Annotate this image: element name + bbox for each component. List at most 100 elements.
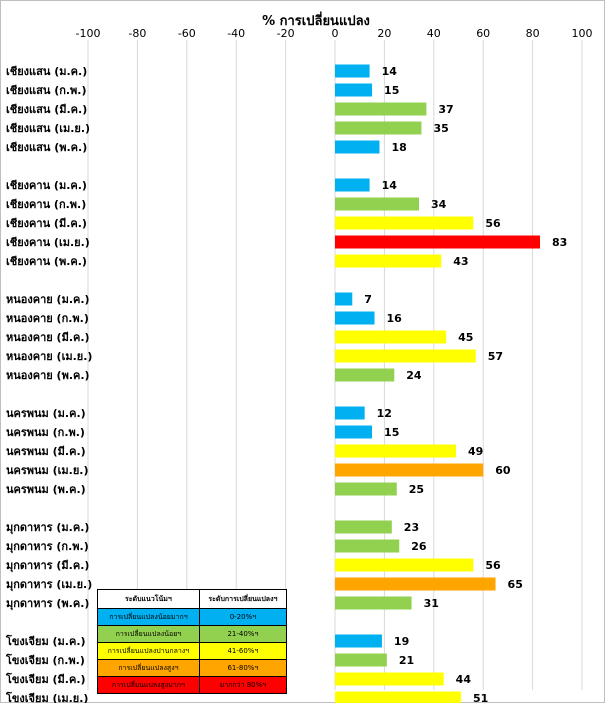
- bar: [335, 311, 375, 325]
- x-tick-label: 40: [427, 27, 441, 40]
- x-tick-label: -100: [76, 27, 101, 40]
- bar: [335, 64, 370, 78]
- bar: [335, 349, 476, 363]
- bar: [335, 520, 392, 534]
- data-label: 43: [453, 255, 468, 268]
- legend-row: การเปลี่ยนแปลงปานกลางฯ 41-60%ฯ: [97, 642, 288, 660]
- x-tick-label: 20: [377, 27, 391, 40]
- category-label: เชียงแสน (พ.ค.): [6, 141, 87, 154]
- category-label: หนองคาย (พ.ค.): [6, 369, 90, 382]
- data-label: 19: [394, 635, 409, 648]
- bar: [335, 140, 380, 154]
- category-label: เชียงแสน (ม.ค.): [6, 65, 87, 78]
- legend-range: 21-40%ฯ: [198, 625, 288, 643]
- data-label: 65: [508, 578, 523, 591]
- category-label: มุกดาหาร (ก.พ.): [6, 540, 89, 554]
- bar: [335, 444, 457, 458]
- legend-header-row: ระดับแนวโน้มฯ ระดับการเปลี่ยนแปลงฯ: [97, 589, 288, 609]
- bar: [335, 577, 496, 591]
- category-label: เชียงคาน (ก.พ.): [6, 198, 86, 211]
- data-label: 37: [438, 103, 453, 116]
- data-label: 51: [473, 692, 488, 703]
- data-label: 24: [406, 369, 422, 382]
- data-label: 49: [468, 445, 483, 458]
- data-label: 7: [364, 293, 372, 306]
- data-label: 25: [409, 483, 424, 496]
- category-label: หนองคาย (มี.ค.): [6, 331, 90, 344]
- bar: [335, 482, 397, 496]
- legend-row: การเปลี่ยนแปลงสูงมากฯ มากกว่า 80%ฯ: [97, 676, 288, 694]
- bar: [335, 406, 365, 420]
- legend-trend: การเปลี่ยนแปลงสูงมากฯ: [97, 676, 200, 694]
- x-tick-label: -60: [178, 27, 196, 40]
- legend-trend: การเปลี่ยนแปลงน้อยมากฯ: [97, 608, 200, 626]
- gridlines: [87, 40, 583, 690]
- bars: [335, 64, 541, 703]
- category-label: หนองคาย (เม.ย.): [6, 350, 92, 363]
- data-label: 21: [399, 654, 414, 667]
- category-label: เชียงแสน (มี.ค.): [6, 103, 87, 116]
- bar: [335, 653, 387, 667]
- bar: [335, 691, 461, 703]
- data-label: 31: [424, 597, 439, 610]
- category-label: นครพนม (ม.ค.): [6, 407, 86, 420]
- category-label: เชียงแสน (เม.ย.): [6, 122, 90, 135]
- category-label: โขงเจียม (ม.ค.): [5, 634, 86, 648]
- category-label: เชียงคาน (ม.ค.): [6, 179, 87, 192]
- x-tick-label: 80: [526, 27, 540, 40]
- data-label: 23: [404, 521, 419, 534]
- legend-range: มากกว่า 80%ฯ: [198, 676, 288, 694]
- legend-row: การเปลี่ยนแปลงน้อยมากฯ 0-20%ฯ: [97, 608, 288, 626]
- category-label: มุกดาหาร (เม.ย.): [6, 578, 92, 592]
- bar: [335, 178, 370, 192]
- x-tick-label: -40: [227, 27, 245, 40]
- category-labels: เชียงแสน (ม.ค.) เชียงแสน (ก.พ.) เชียงแสน (…: [5, 65, 92, 703]
- bar: [335, 368, 395, 382]
- bar: [335, 216, 474, 230]
- legend-trend: การเปลี่ยนแปลงน้อยฯ: [97, 625, 200, 643]
- data-label: 34: [431, 198, 447, 211]
- category-label: นครพนม (มี.ค.): [6, 445, 86, 458]
- data-label: 57: [488, 350, 503, 363]
- data-label: 16: [387, 312, 403, 325]
- bar: [335, 292, 353, 306]
- category-label: เชียงแสน (ก.พ.): [6, 84, 87, 97]
- category-label: เชียงคาน (เม.ย.): [6, 236, 90, 249]
- x-tick-label: -20: [277, 27, 295, 40]
- category-label: มุกดาหาร (ม.ค.): [6, 521, 89, 535]
- x-tick-label: 60: [476, 27, 490, 40]
- bar: [335, 235, 541, 249]
- bar: [335, 596, 412, 610]
- data-label: 15: [384, 426, 399, 439]
- bar: [335, 634, 382, 648]
- bar: [335, 121, 422, 135]
- legend-trend: การเปลี่ยนแปลงสูงฯ: [97, 659, 200, 677]
- x-tick-label: 0: [332, 27, 339, 40]
- category-label: หนองคาย (ก.พ.): [6, 312, 89, 325]
- category-label: มุกดาหาร (พ.ค.): [6, 597, 89, 611]
- legend-row: การเปลี่ยนแปลงน้อยฯ 21-40%ฯ: [97, 625, 288, 643]
- data-label: 12: [377, 407, 392, 420]
- category-label: โขงเจียม (มี.ค.): [5, 672, 86, 686]
- category-label: เชียงคาน (พ.ค.): [6, 255, 87, 268]
- category-label: หนองคาย (ม.ค.): [6, 293, 90, 306]
- legend-range: 41-60%ฯ: [198, 642, 288, 660]
- legend-trend: การเปลี่ยนแปลงปานกลางฯ: [97, 642, 200, 660]
- x-tick-label: -80: [128, 27, 146, 40]
- data-label: 83: [552, 236, 567, 249]
- bar: [335, 102, 427, 116]
- data-label: 14: [382, 179, 398, 192]
- category-label: โขงเจียม (เม.ย.): [5, 691, 88, 703]
- bar: [335, 539, 400, 553]
- data-labels: 14 15 37 35 18 14 34 56 83 43 7 16 45 57 24 12 15 49 60 25 2…: [364, 65, 567, 703]
- category-label: มุกดาหาร (มี.ค.): [6, 559, 89, 573]
- category-label: นครพนม (พ.ค.): [6, 483, 86, 496]
- data-label: 35: [433, 122, 448, 135]
- x-axis-ticks: -100 -80 -60 -40 -20 0 20 40 60 80 100: [76, 27, 593, 40]
- bar: [335, 330, 447, 344]
- category-label: โขงเจียม (ก.พ.): [5, 653, 85, 667]
- data-label: 15: [384, 84, 399, 97]
- bar: [335, 254, 442, 268]
- chart-title: % การเปลี่ยนแปลง: [262, 11, 370, 29]
